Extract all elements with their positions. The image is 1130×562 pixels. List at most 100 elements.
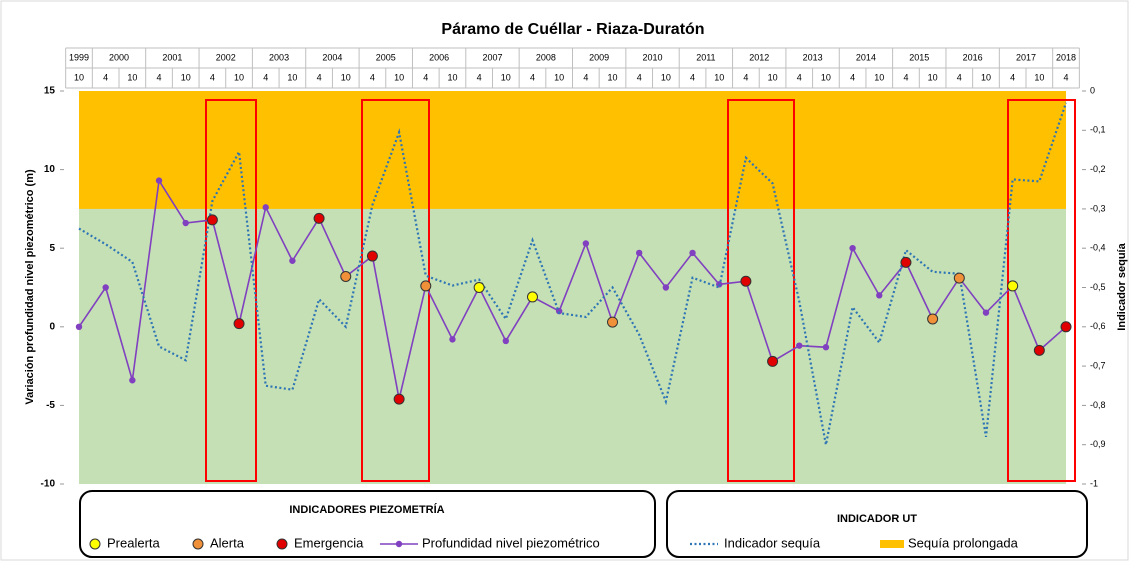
month-label: 10: [661, 72, 671, 82]
year-label: 2001: [162, 52, 182, 62]
line-point: [662, 284, 670, 291]
legend-swatch: [89, 538, 101, 550]
year-label: 2007: [482, 52, 502, 62]
y-tick-label: 0: [49, 321, 55, 332]
line-point: [449, 336, 456, 343]
y-tick-label: -5: [46, 400, 55, 411]
year-label: 2018: [1056, 52, 1076, 62]
alert-marker: [1007, 280, 1019, 292]
month-label: 10: [821, 72, 831, 82]
month-label: 10: [768, 72, 778, 82]
highlight-box: [361, 99, 430, 482]
month-label: 4: [370, 72, 375, 82]
month-label: 4: [957, 72, 962, 82]
legend-title: INDICADORES PIEZOMETRÍA: [289, 503, 444, 516]
month-label: 10: [928, 72, 938, 82]
month-label: 4: [157, 72, 162, 82]
alert-marker: [233, 318, 245, 330]
month-label: 10: [447, 72, 457, 82]
line-point: [849, 245, 856, 252]
line-point: [262, 204, 269, 211]
y-tick-label: 5: [49, 243, 55, 254]
alert-marker: [740, 275, 752, 287]
year-label: 2005: [376, 52, 396, 62]
legend-label: Sequía prolongada: [908, 535, 1019, 550]
month-label: 4: [1064, 72, 1069, 82]
line-point: [635, 249, 643, 257]
alert-marker: [206, 214, 218, 226]
year-label: 2014: [856, 52, 876, 62]
y2-tick-label: -0,9: [1090, 439, 1106, 449]
alert-marker: [1033, 344, 1045, 356]
alert-marker: [900, 256, 912, 268]
month-label: 4: [637, 72, 642, 82]
y2-tick-label: 0: [1090, 85, 1095, 95]
line-point: [555, 307, 563, 315]
legend-label: Emergencia: [294, 535, 364, 550]
y-tick-label: -10: [41, 479, 56, 490]
line-point: [502, 337, 510, 345]
month-label: 10: [501, 72, 511, 82]
series-line: [78, 178, 1067, 400]
month-label: 10: [181, 72, 191, 82]
line-point: [982, 309, 990, 316]
legend-label: Alerta: [210, 535, 245, 550]
year-label: 2000: [109, 52, 129, 62]
year-label: 2009: [589, 52, 609, 62]
legend-label: Prealerta: [107, 535, 161, 550]
year-label: 2011: [696, 52, 715, 62]
month-label: 4: [850, 72, 855, 82]
line-point: [796, 342, 803, 349]
alert-marker: [340, 270, 352, 282]
month-label: 10: [554, 72, 564, 82]
line-point: [876, 292, 883, 299]
highlight-box: [205, 99, 257, 482]
y-axis-label: Variación profundidad nivel piezométrico…: [24, 169, 36, 405]
month-label: 4: [103, 72, 108, 82]
month-label: 4: [743, 72, 748, 82]
month-label: 4: [583, 72, 588, 82]
highlight-box: [727, 99, 795, 482]
alert-marker: [526, 291, 538, 303]
legend-swatch: [395, 540, 403, 548]
y2-tick-label: -0,1: [1090, 125, 1106, 135]
month-label: 4: [1010, 72, 1015, 82]
month-label: 4: [423, 72, 428, 82]
month-label: 4: [530, 72, 535, 82]
line-point: [129, 377, 136, 384]
alert-marker: [393, 393, 405, 405]
month-label: 10: [981, 72, 991, 82]
year-label: 2013: [803, 52, 823, 62]
line-point: [822, 344, 830, 351]
y2-tick-label: -0,8: [1090, 400, 1106, 410]
month-label: 10: [74, 72, 84, 82]
line-point: [75, 323, 83, 330]
alert-marker: [420, 280, 432, 292]
alert-marker: [473, 282, 485, 293]
month-label: 10: [874, 72, 884, 82]
y2-tick-label: -0,2: [1090, 164, 1106, 174]
alert-marker: [313, 212, 325, 224]
month-label: 4: [317, 72, 322, 82]
month-label: 4: [797, 72, 802, 82]
year-label: 2002: [216, 52, 236, 62]
y-tick-label: 10: [44, 164, 56, 175]
legend-swatch: [880, 540, 904, 548]
y2-tick-label: -1: [1090, 478, 1098, 488]
year-label: 2017: [1016, 52, 1036, 62]
year-label: 2015: [909, 52, 929, 62]
month-label: 4: [690, 72, 695, 82]
alert-marker: [1060, 321, 1072, 333]
month-label: 10: [341, 72, 351, 82]
legend-label: Indicador sequía: [724, 535, 821, 550]
alert-marker: [927, 313, 939, 325]
y2-tick-label: -0,4: [1090, 243, 1106, 253]
year-label: 2008: [536, 52, 556, 62]
year-label: 2010: [643, 52, 663, 62]
legend-title: INDICADOR UT: [837, 513, 917, 525]
month-label: 4: [210, 72, 215, 82]
legend-box: [666, 490, 1088, 558]
month-label: 4: [903, 72, 908, 82]
legend-swatch: [192, 538, 204, 550]
